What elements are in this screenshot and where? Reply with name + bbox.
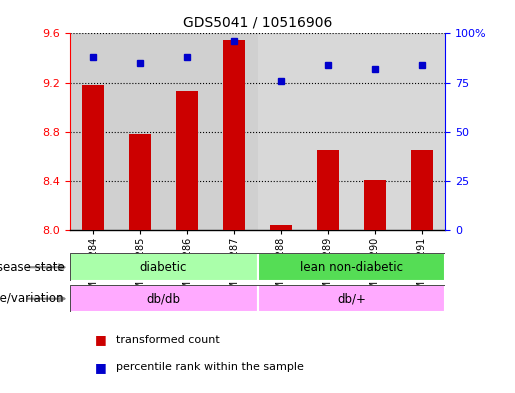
Bar [70, 285, 258, 312]
Bar [70, 33, 116, 230]
Text: genotype/variation: genotype/variation [0, 292, 64, 305]
Bar [352, 33, 399, 230]
Bar [365, 180, 386, 230]
Bar [177, 91, 198, 230]
Bar [82, 85, 104, 230]
Bar [317, 150, 338, 230]
Text: percentile rank within the sample: percentile rank within the sample [116, 362, 304, 373]
Bar [258, 285, 445, 312]
Bar [224, 40, 245, 230]
Bar [211, 33, 258, 230]
Bar [399, 33, 445, 230]
Text: ■: ■ [95, 333, 107, 347]
Title: GDS5041 / 10516906: GDS5041 / 10516906 [183, 15, 332, 29]
Bar [116, 33, 164, 230]
Bar [304, 33, 352, 230]
Text: db/+: db/+ [337, 292, 366, 305]
Text: db/db: db/db [146, 292, 181, 305]
Bar [70, 253, 258, 281]
Text: diabetic: diabetic [140, 261, 187, 274]
Text: disease state: disease state [0, 261, 64, 274]
Text: lean non-diabetic: lean non-diabetic [300, 261, 403, 274]
Text: ■: ■ [95, 361, 107, 374]
Bar [411, 150, 433, 230]
Bar [270, 225, 291, 230]
Text: transformed count: transformed count [116, 335, 219, 345]
Bar [258, 253, 445, 281]
Bar [258, 33, 304, 230]
Bar [164, 33, 211, 230]
Bar [129, 134, 150, 230]
